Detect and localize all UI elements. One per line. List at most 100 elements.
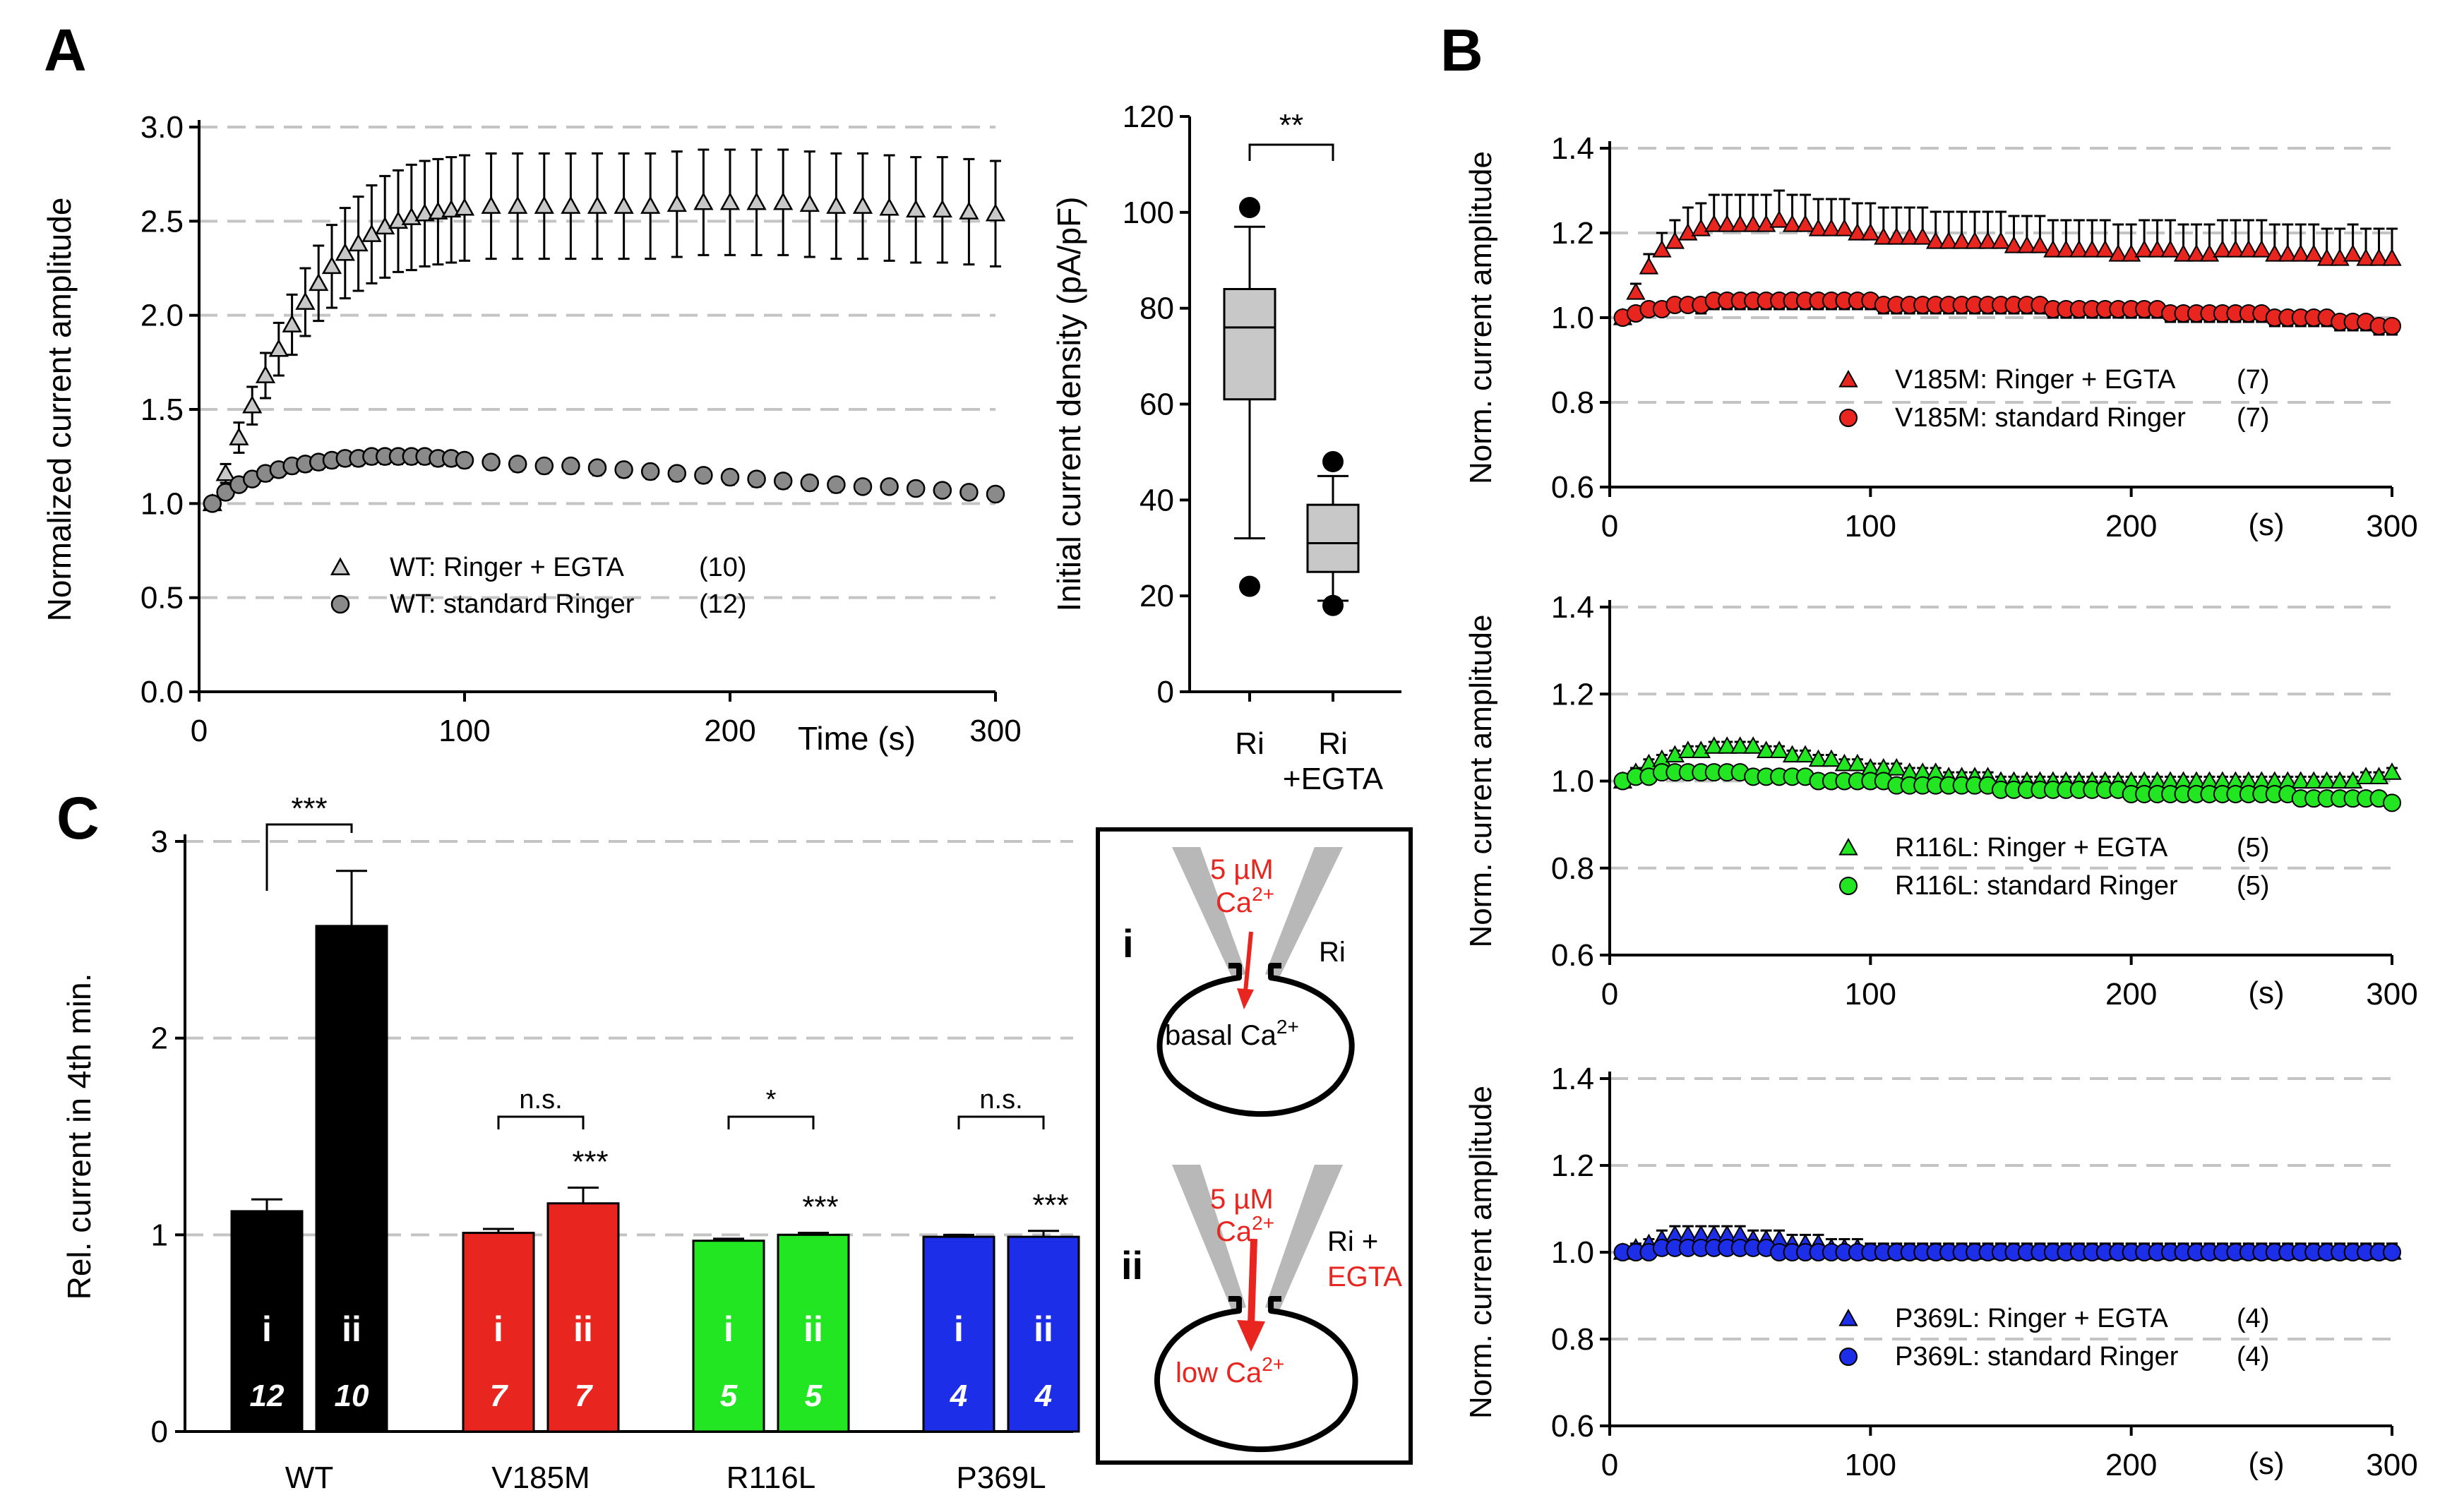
y-tick-label: 3: [151, 824, 168, 859]
data-point-triangle: [441, 199, 462, 218]
y-tick-label: 1.0: [1551, 1235, 1594, 1270]
data-point-circle: [534, 456, 554, 476]
data-point-circle: [2383, 317, 2401, 335]
data-point-triangle: [1795, 745, 1815, 763]
legend-n: (4): [2237, 1304, 2269, 1333]
outlier-point: [1239, 575, 1260, 597]
data-point-triangle: [2356, 248, 2376, 266]
data-point-triangle: [2316, 248, 2337, 266]
y-tick-label: 0.8: [1551, 851, 1594, 886]
data-point-triangle: [2056, 239, 2076, 258]
roman-ii: ii: [1121, 1243, 1143, 1288]
data-point-triangle: [335, 243, 355, 261]
data-point-triangle: [1743, 736, 1763, 754]
data-point-triangle: [2187, 244, 2206, 262]
legend-n: (5): [2237, 833, 2269, 863]
data-point-triangle: [1756, 740, 1776, 758]
data-point-triangle: [1704, 736, 1724, 754]
data-point-triangle: [1678, 740, 1698, 758]
x-axis-unit: (s): [2248, 1446, 2284, 1481]
data-point-triangle: [1822, 749, 1841, 767]
data-point-triangle: [932, 199, 952, 218]
data-point-triangle: [799, 193, 820, 212]
bar-roman-label: i: [494, 1309, 503, 1349]
data-point-triangle: [401, 207, 421, 225]
x-tick-label: 0: [191, 714, 208, 748]
data-point-triangle: [2160, 239, 2180, 258]
data-point-triangle: [1860, 222, 1881, 241]
y-tick-label: 1.4: [1551, 1062, 1594, 1096]
y-tick-label: 0.5: [140, 581, 184, 616]
significance-stars: ***: [572, 1144, 608, 1179]
legend-n: (10): [699, 553, 747, 582]
bar: [462, 1232, 535, 1433]
data-point-triangle: [1808, 749, 1829, 767]
cell-label-bottom-charge: 2+: [1262, 1353, 1284, 1375]
data-point-triangle: [959, 201, 979, 220]
chart-b1-v185m: 0.6 0.8 1.0 1.2 1.4 0 100 200 300 Norm. current a…: [1464, 131, 2418, 544]
legend-marker: [1839, 409, 1858, 427]
legend-marker: [1838, 369, 1858, 388]
y-tick-label: 1.5: [140, 392, 184, 427]
legend-marker: [1839, 877, 1858, 895]
flow-arrowhead-top: [1237, 988, 1254, 1009]
y-tick-label: 1.2: [1551, 1148, 1594, 1183]
legend-n: (7): [2237, 403, 2269, 433]
legend-label: V185M: Ringer + EGTA: [1895, 365, 2176, 395]
data-point-circle: [587, 458, 607, 477]
x-tick-label: 300: [969, 714, 1021, 748]
conc-top: 5 µM: [1210, 854, 1274, 885]
y-axis-title: Initial current density (pA/pF): [1051, 196, 1087, 611]
solution-top: Ri: [1319, 937, 1346, 968]
data-point-triangle: [2017, 235, 2037, 253]
data-point-triangle: [1665, 231, 1685, 249]
significance-bracket: [497, 1115, 585, 1129]
legend-marker: [330, 557, 351, 575]
bar-roman-label: ii: [1034, 1309, 1053, 1349]
significance-label: ***: [291, 791, 327, 826]
significance-bracket: [727, 1115, 815, 1129]
x-axis-unit: (s): [2248, 976, 2284, 1010]
data-point-circle: [880, 477, 899, 496]
data-point-triangle: [375, 216, 395, 235]
data-point-circle: [694, 466, 713, 485]
data-point-triangle: [508, 196, 528, 214]
data-point-circle: [959, 483, 979, 502]
legend-marker: [1838, 837, 1858, 856]
data-point-triangle: [1886, 227, 1906, 245]
data-point-triangle: [2134, 239, 2154, 258]
ion-bottom: Ca2+: [1216, 1212, 1274, 1247]
data-point-triangle: [1782, 745, 1802, 763]
data-point-triangle: [906, 199, 926, 218]
y-tick-label: 1.0: [140, 486, 184, 521]
data-point-triangle: [2291, 771, 2311, 789]
data-point-triangle: [1939, 231, 1958, 249]
data-point-circle: [986, 484, 1005, 504]
data-point-triangle: [2369, 248, 2389, 266]
data-point-triangle: [229, 427, 249, 445]
y-tick-label: 60: [1140, 388, 1174, 422]
ion-top: Ca2+: [1216, 883, 1274, 918]
data-point-triangle: [852, 196, 873, 214]
flow-arrow-top: [1243, 931, 1253, 992]
data-point-triangle: [666, 193, 687, 212]
data-point-triangle: [2304, 244, 2324, 262]
data-point-triangle: [2095, 239, 2115, 258]
x-tick-label: 200: [2105, 509, 2157, 544]
legend-label: P369L: Ringer + EGTA: [1895, 1304, 2169, 1333]
chart-b2-r116l: 0.6 0.8 1.0 1.2 1.4 0 100 200 300 Norm. current a…: [1464, 590, 2418, 1012]
bar: [922, 1235, 995, 1433]
ion-bottom-name: Ca: [1216, 1216, 1252, 1247]
box: [1306, 503, 1360, 573]
x-tick-label: 100: [438, 714, 490, 748]
bar-n-label: 7: [575, 1379, 594, 1413]
data-point-triangle: [534, 196, 554, 214]
data-point-triangle: [2343, 244, 2363, 262]
group-label: WT: [285, 1460, 333, 1495]
data-point-triangle: [2278, 244, 2297, 262]
solution-bottom-line1: Ri +: [1327, 1226, 1378, 1257]
x-tick-label: 100: [1845, 509, 1896, 544]
y-tick-label: 20: [1140, 579, 1174, 613]
y-tick-label: 2.0: [140, 299, 184, 333]
